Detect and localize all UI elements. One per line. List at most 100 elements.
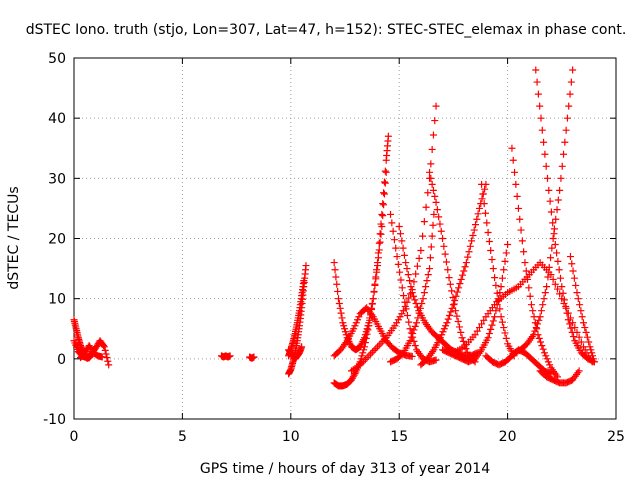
data-point — [379, 200, 387, 208]
data-point — [408, 289, 416, 297]
data-point — [538, 342, 546, 350]
data-point — [429, 131, 437, 139]
data-point — [337, 309, 345, 317]
data-point — [512, 180, 520, 188]
data-point — [382, 168, 390, 176]
data-point — [402, 259, 410, 267]
data-point — [474, 210, 482, 218]
data-point — [465, 248, 473, 256]
data-point — [561, 138, 569, 146]
data-point — [572, 281, 580, 289]
data-point — [436, 334, 444, 342]
y-tick-label: -10 — [43, 412, 66, 428]
data-point — [513, 192, 521, 200]
data-point — [377, 230, 385, 238]
x-tick-labels: 0 5 10 15 20 25 — [70, 429, 625, 445]
data-point — [334, 287, 342, 295]
data-point — [533, 78, 541, 86]
data-point — [226, 352, 234, 360]
data-point — [543, 283, 551, 291]
data-point — [446, 280, 454, 288]
data-point — [456, 280, 464, 288]
data-point — [411, 322, 419, 330]
y-tick-label: 0 — [57, 352, 66, 368]
data-point — [380, 178, 388, 186]
data-point — [575, 333, 583, 341]
data-point — [363, 325, 371, 333]
data-point — [99, 342, 107, 350]
data-point — [566, 253, 574, 261]
data-point — [420, 218, 428, 226]
data-point — [538, 126, 546, 134]
data-point — [491, 313, 499, 321]
data-point — [339, 319, 347, 327]
data-point — [563, 114, 571, 122]
data-point — [453, 288, 461, 296]
data-point — [502, 249, 510, 257]
data-point — [432, 198, 440, 206]
data-point — [430, 210, 438, 218]
data-point — [540, 349, 548, 357]
data-point — [298, 343, 306, 351]
data-point — [427, 160, 435, 168]
data-point — [527, 301, 535, 309]
data-point — [509, 156, 517, 164]
data-point — [501, 329, 509, 337]
data-point — [376, 238, 384, 246]
data-point — [412, 299, 420, 307]
data-point — [352, 319, 360, 327]
data-point — [544, 358, 552, 366]
data-point — [553, 285, 561, 293]
data-point — [577, 338, 585, 346]
data-point — [452, 307, 460, 315]
data-point — [410, 337, 418, 345]
data-point — [534, 320, 542, 328]
data-point — [549, 275, 557, 283]
data-point — [579, 319, 587, 327]
data-point — [374, 262, 382, 270]
data-point — [542, 352, 550, 360]
data-point — [543, 355, 551, 363]
data-point — [396, 268, 404, 276]
data-point — [444, 315, 452, 323]
data-point — [541, 150, 549, 158]
data-point — [485, 330, 493, 338]
data-point — [569, 319, 577, 327]
data-point — [340, 322, 348, 330]
data-point — [380, 189, 388, 197]
data-point — [374, 343, 382, 351]
data-point — [573, 289, 581, 297]
data-point — [555, 266, 563, 274]
data-point — [444, 266, 452, 274]
data-point — [522, 267, 530, 275]
data-point — [403, 265, 411, 273]
data-point — [455, 284, 463, 292]
data-point — [411, 296, 419, 304]
data-point — [585, 338, 593, 346]
data-point — [341, 328, 349, 336]
data-point — [449, 301, 457, 309]
data-point — [452, 292, 460, 300]
data-point — [367, 350, 375, 358]
data-point — [460, 267, 468, 275]
data-point — [529, 307, 537, 315]
data-point — [331, 266, 339, 274]
data-point — [411, 342, 419, 350]
data-point — [429, 186, 437, 194]
data-point — [537, 114, 545, 122]
data-point — [374, 254, 382, 262]
data-point — [468, 237, 476, 245]
data-point — [395, 222, 403, 230]
data-point — [577, 307, 585, 315]
data-point — [571, 324, 579, 332]
data-point — [341, 325, 349, 333]
data-point — [582, 328, 590, 336]
data-point — [419, 232, 427, 240]
data-point — [429, 221, 437, 229]
data-point — [478, 320, 486, 328]
data-point — [531, 327, 539, 335]
data-point — [373, 268, 381, 276]
data-point — [569, 66, 577, 74]
data-point — [560, 150, 568, 158]
data-point — [544, 273, 552, 281]
